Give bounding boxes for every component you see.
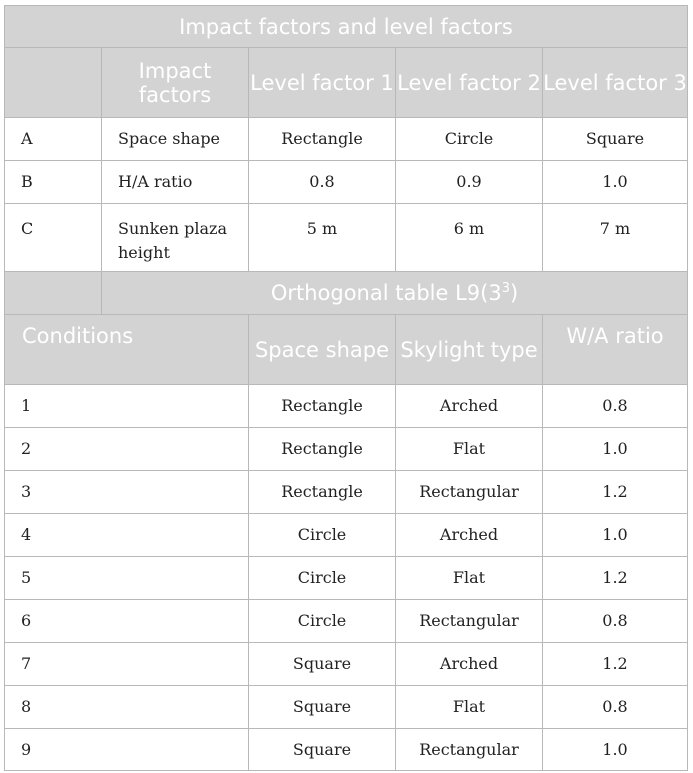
condition-number: 3 [4,470,249,514]
table-row: 1 Rectangle Arched 0.8 [4,384,689,428]
wa-ratio-value: 1.2 [541,642,689,686]
level-1-value: Rectangle [248,117,396,161]
table-row: A Space shape Rectangle Circle Square [4,117,689,161]
table-row: 9 Square Rectangular 1.0 [4,728,689,771]
skylight-type-value: Arched [395,513,543,557]
factor-name: H/A ratio [101,160,249,204]
section2-header-row: Conditions Space shape Skylight type W/A… [4,314,689,385]
space-shape-value: Square [248,728,396,771]
skylight-type-value: Arched [395,384,543,428]
condition-number: 1 [4,384,249,428]
table-row: 6 Circle Rectangular 0.8 [4,599,689,643]
skylight-type-value: Flat [395,427,543,471]
level-3-value: 1.0 [541,160,689,204]
header-impact-factors: Impact factors [101,47,249,118]
skylight-type-value: Rectangular [395,728,543,771]
wa-ratio-value: 1.0 [541,513,689,557]
factor-id: B [4,160,102,204]
table-row: 2 Rectangle Flat 1.0 [4,427,689,471]
header-conditions: Conditions [4,314,249,385]
level-3-value: Square [541,117,689,161]
section2-title-blank [4,271,102,315]
header-wa-ratio: W/A ratio [541,314,689,385]
skylight-type-value: Arched [395,642,543,686]
factor-name: Sunken plaza height [101,203,249,272]
condition-number: 9 [4,728,249,771]
section2-title-end: ) [510,281,519,305]
skylight-type-value: Rectangular [395,599,543,643]
section2-title-sup: 3 [501,281,510,296]
section2-title-row: Orthogonal table L9(33) [4,271,689,315]
table-row: 7 Square Arched 1.2 [4,642,689,686]
section1-header-blank [4,47,102,118]
skylight-type-value: Flat [395,685,543,729]
condition-number: 4 [4,513,249,557]
space-shape-value: Circle [248,513,396,557]
space-shape-value: Rectangle [248,427,396,471]
level-1-value: 0.8 [248,160,396,204]
space-shape-value: Circle [248,599,396,643]
condition-number: 6 [4,599,249,643]
header-level-factor-3: Level factor 3 [541,47,689,118]
wa-ratio-value: 0.8 [541,599,689,643]
level-2-value: 0.9 [395,160,543,204]
factor-name: Space shape [101,117,249,161]
condition-number: 8 [4,685,249,729]
section1-title-row: Impact factors and level factors [3,5,689,48]
level-2-value: Circle [395,117,543,161]
level-1-value: 5 m [248,203,396,272]
wa-ratio-value: 0.8 [541,685,689,729]
level-2-value: 6 m [395,203,543,272]
factors-table: Impact factors and level factors Impact … [3,5,689,771]
section1-header-row: Impact factors Level factor 1 Level fact… [4,47,689,118]
table-row: B H/A ratio 0.8 0.9 1.0 [4,160,689,204]
skylight-type-value: Flat [395,556,543,600]
table-row: 8 Square Flat 0.8 [4,685,689,729]
wa-ratio-value: 1.2 [541,470,689,514]
level-3-value: 7 m [541,203,689,272]
wa-ratio-value: 1.2 [541,556,689,600]
condition-number: 2 [4,427,249,471]
space-shape-value: Square [248,685,396,729]
table-row: C Sunken plaza height 5 m 6 m 7 m [4,203,689,272]
table-row: 5 Circle Flat 1.2 [4,556,689,600]
header-space-shape: Space shape [248,314,396,385]
header-level-factor-2: Level factor 2 [395,47,543,118]
space-shape-value: Rectangle [248,470,396,514]
factor-id: A [4,117,102,161]
section2-title-text: Orthogonal table L9(3 [270,281,502,305]
wa-ratio-value: 1.0 [541,427,689,471]
section1-title: Impact factors and level factors [3,5,689,48]
space-shape-value: Circle [248,556,396,600]
header-level-factor-1: Level factor 1 [248,47,396,118]
space-shape-value: Rectangle [248,384,396,428]
condition-number: 5 [4,556,249,600]
table-row: 3 Rectangle Rectangular 1.2 [4,470,689,514]
skylight-type-value: Rectangular [395,470,543,514]
condition-number: 7 [4,642,249,686]
header-skylight-type: Skylight type [395,314,543,385]
wa-ratio-value: 0.8 [541,384,689,428]
table-row: 4 Circle Arched 1.0 [4,513,689,557]
factor-id: C [4,203,102,272]
space-shape-value: Square [248,642,396,686]
wa-ratio-value: 1.0 [541,728,689,771]
section2-title: Orthogonal table L9(33) [100,271,689,315]
